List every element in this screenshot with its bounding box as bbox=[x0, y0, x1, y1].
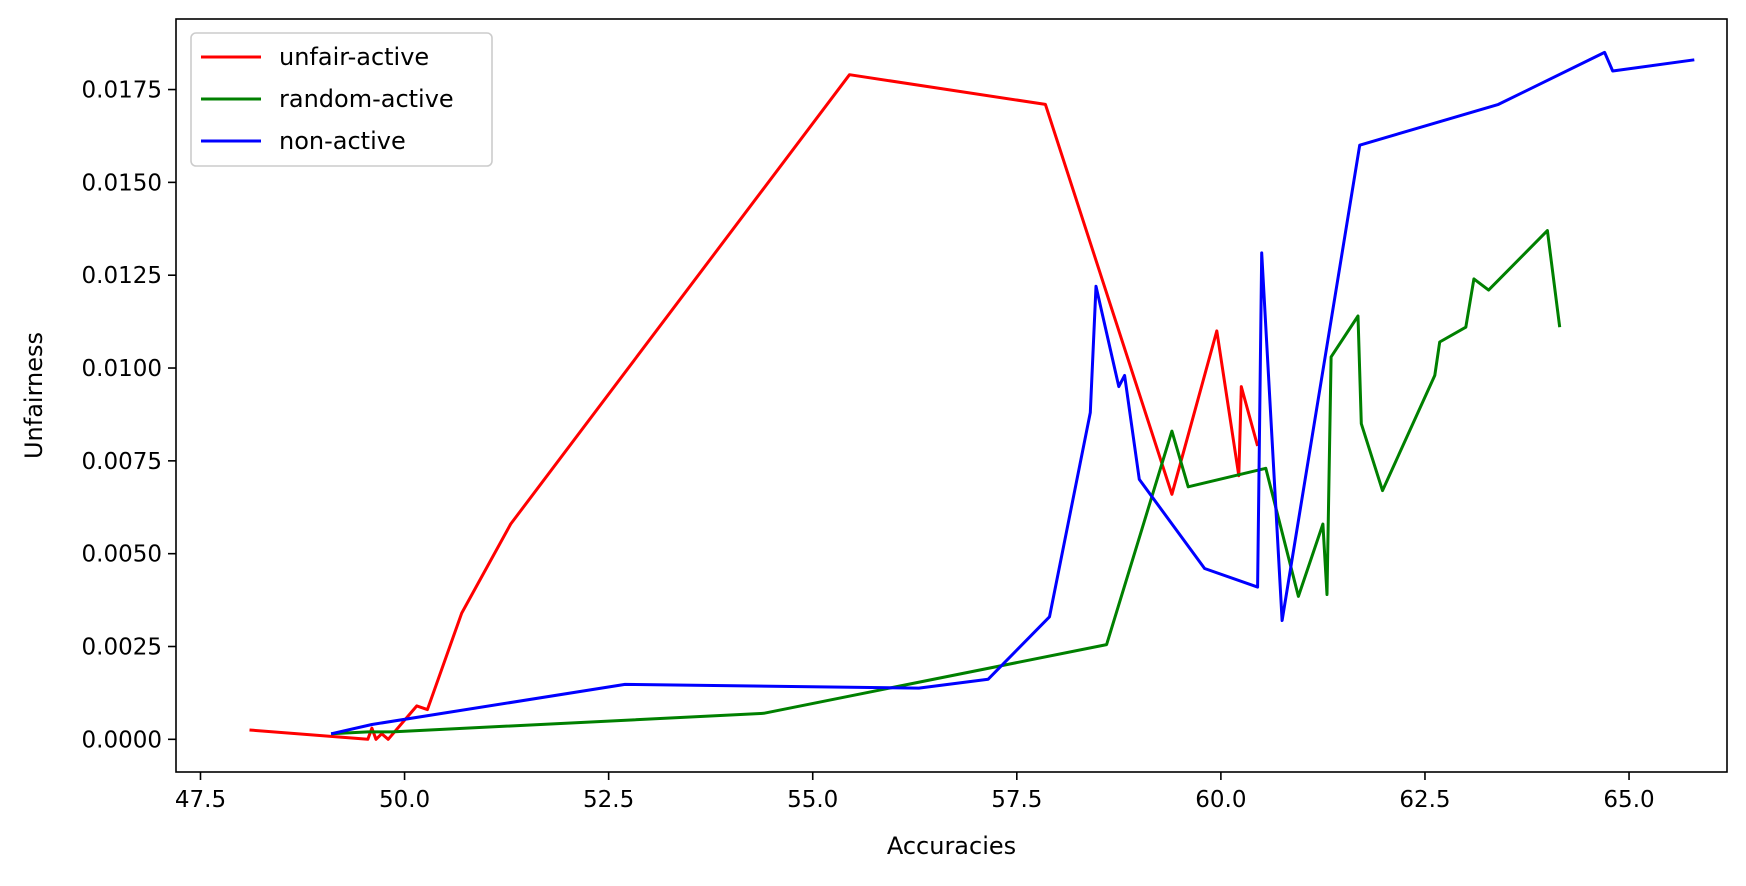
x-tick-label: 55.0 bbox=[787, 787, 838, 813]
y-tick-label: 0.0125 bbox=[82, 263, 162, 289]
plot-border bbox=[175, 18, 1728, 773]
y-tick-label: 0.0025 bbox=[82, 635, 162, 661]
x-tick-label: 65.0 bbox=[1603, 787, 1654, 813]
x-tick-label: 47.5 bbox=[175, 787, 226, 813]
y-tick-label: 0.0000 bbox=[82, 727, 162, 753]
x-tick-label: 57.5 bbox=[991, 787, 1042, 813]
y-axis: 0.0000 0.0025 0.0050 0.0075 0.0100 0.0125 0.01… bbox=[82, 78, 176, 753]
series-line-random-active bbox=[331, 229, 1562, 736]
series-lines bbox=[249, 50, 1695, 741]
plot-area bbox=[175, 18, 1728, 773]
legend-label: random-active bbox=[279, 85, 454, 113]
x-tick-label: 52.5 bbox=[583, 787, 634, 813]
y-tick-label: 0.0075 bbox=[82, 449, 162, 475]
series-line-non-active bbox=[330, 50, 1695, 736]
x-tick-label: 62.5 bbox=[1399, 787, 1450, 813]
y-tick-label: 0.0100 bbox=[82, 356, 162, 382]
y-tick-label: 0.0150 bbox=[82, 170, 162, 196]
legend-label: non-active bbox=[279, 127, 406, 155]
x-axis-label: Accuracies bbox=[887, 832, 1016, 860]
series-line-unfair-active bbox=[249, 73, 1260, 741]
legend: unfair-active random-active non-active bbox=[190, 32, 493, 167]
legend-box bbox=[190, 32, 493, 167]
x-axis: 47.5 50.0 52.5 55.0 57.5 60.0 62.5 65.0 bbox=[175, 772, 1655, 813]
y-tick-label: 0.0050 bbox=[82, 542, 162, 568]
legend-label: unfair-active bbox=[279, 43, 429, 71]
x-tick-label: 50.0 bbox=[379, 787, 430, 813]
y-tick-label: 0.0175 bbox=[82, 78, 162, 104]
x-tick-label: 60.0 bbox=[1195, 787, 1246, 813]
y-axis-label: Unfairness bbox=[20, 332, 48, 459]
